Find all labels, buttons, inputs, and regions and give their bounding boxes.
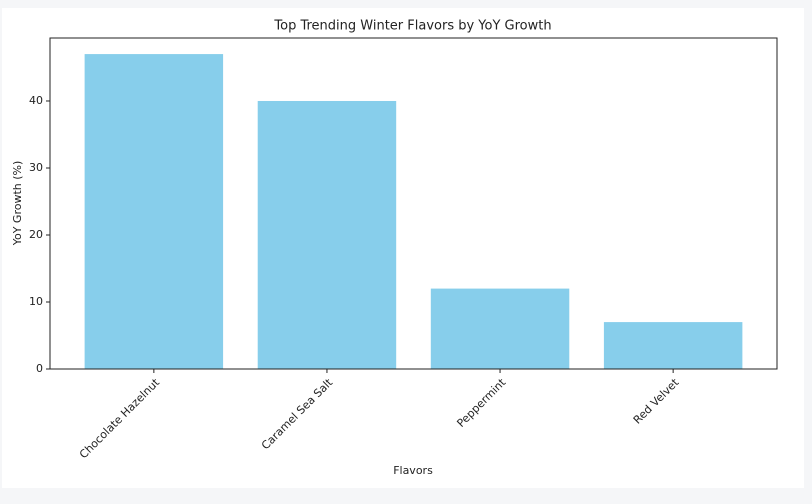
bar — [603, 322, 743, 369]
y-axis-label: YoY Growth (%) — [11, 161, 24, 247]
x-axis-label: Flavors — [393, 464, 433, 477]
y-tick-label: 30 — [29, 161, 43, 174]
bar — [257, 100, 397, 370]
bar — [84, 54, 224, 370]
bar — [430, 288, 570, 369]
y-tick-label: 20 — [29, 228, 43, 241]
chart-title: Top Trending Winter Flavors by YoY Growt… — [273, 19, 551, 34]
y-tick-label: 10 — [29, 295, 43, 308]
y-tick-label: 40 — [29, 94, 43, 107]
y-tick-label: 0 — [36, 362, 43, 375]
plot-frame — [49, 37, 778, 370]
